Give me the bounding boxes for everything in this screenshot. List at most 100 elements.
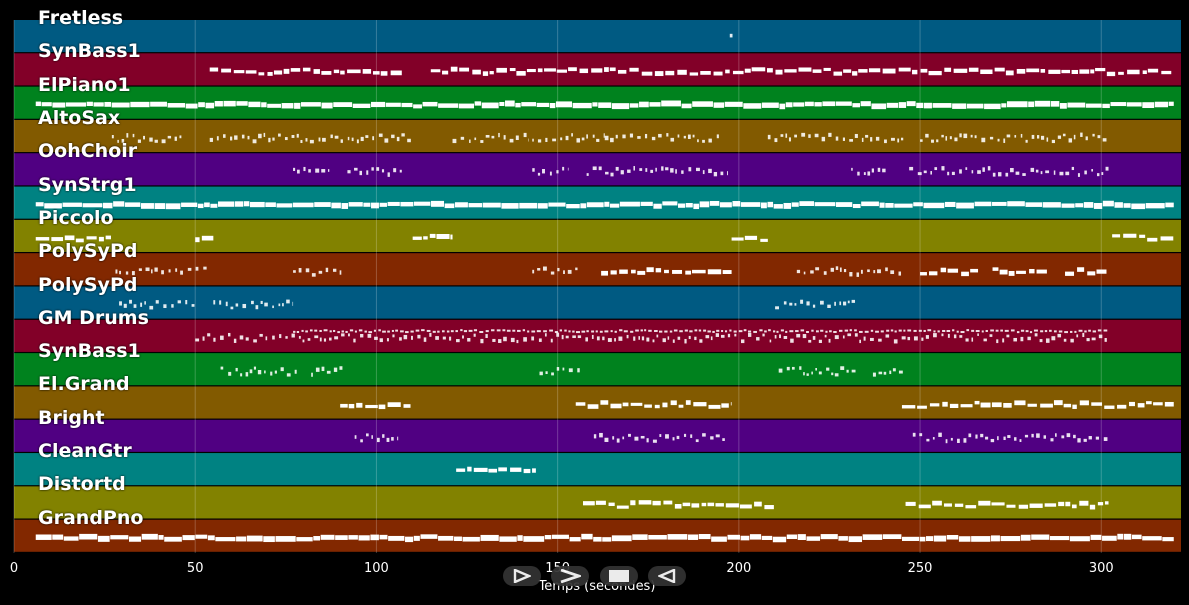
note-mark: [716, 134, 719, 139]
note-mark: [834, 373, 839, 377]
note-mark: [834, 335, 839, 340]
note-mark: [659, 434, 662, 437]
rewind-icon[interactable]: [648, 566, 686, 586]
note-mark: [1090, 69, 1095, 74]
note-mark: [291, 134, 295, 138]
note-mark: [247, 135, 250, 140]
note-mark: [307, 338, 311, 341]
note-mark: [1024, 434, 1029, 438]
note-mark: [1046, 137, 1049, 142]
note-mark: [852, 203, 861, 209]
note-mark: [732, 201, 741, 207]
note-mark: [1030, 167, 1035, 172]
note-mark: [174, 136, 177, 141]
note-mark: [321, 366, 325, 372]
note-mark: [275, 536, 296, 542]
note-mark: [233, 338, 237, 343]
note-mark: [772, 536, 787, 543]
note-mark: [510, 467, 522, 472]
note-mark: [305, 330, 308, 333]
note-mark: [869, 337, 874, 341]
track-label: Piccolo: [38, 206, 114, 229]
note-mark: [1127, 69, 1140, 75]
track-label: CleanGtr: [38, 440, 132, 463]
note-mark: [1091, 402, 1103, 406]
note-mark: [220, 335, 224, 340]
note-mark: [692, 269, 706, 274]
note-mark: [917, 172, 922, 176]
note-mark: [551, 372, 554, 376]
note-mark: [572, 335, 576, 339]
note-mark: [833, 71, 843, 76]
note-mark: [293, 167, 296, 171]
note-mark: [423, 337, 427, 342]
note-mark: [619, 329, 623, 332]
note-mark: [694, 329, 698, 332]
note-mark: [822, 101, 836, 107]
note-mark: [536, 330, 541, 333]
note-mark: [1036, 135, 1040, 139]
note-mark: [1040, 330, 1044, 333]
note-mark: [1033, 329, 1038, 332]
note-mark: [1072, 404, 1077, 409]
note-mark: [683, 135, 686, 139]
note-mark: [794, 134, 798, 138]
note-mark: [549, 329, 553, 332]
note-mark: [844, 329, 849, 332]
note-mark: [537, 268, 541, 271]
note-mark: [854, 333, 858, 337]
note-mark: [991, 402, 1002, 408]
note-mark: [602, 537, 612, 542]
note-mark: [674, 504, 682, 509]
play-icon[interactable]: [503, 566, 541, 586]
note-mark: [654, 71, 664, 77]
note-mark: [1085, 136, 1088, 141]
note-mark: [829, 330, 832, 333]
note-mark: [654, 404, 660, 409]
note-mark: [313, 536, 321, 541]
note-mark: [243, 201, 250, 207]
note-mark: [941, 166, 945, 171]
note-mark: [423, 236, 428, 240]
note-mark: [141, 533, 158, 540]
note-mark: [294, 102, 301, 109]
note-mark: [413, 104, 422, 109]
note-mark: [450, 330, 454, 333]
note-mark: [604, 67, 609, 72]
stop-icon[interactable]: [600, 566, 638, 586]
forward-icon[interactable]: [551, 566, 589, 586]
note-mark: [933, 333, 937, 338]
note-mark: [676, 435, 680, 440]
note-mark: [667, 336, 670, 340]
track-label: SynBass1: [38, 340, 141, 363]
note-mark: [363, 202, 371, 207]
note-mark: [75, 238, 84, 243]
note-mark: [473, 329, 478, 332]
note-mark: [458, 103, 475, 109]
note-mark: [86, 101, 93, 107]
note-mark: [820, 534, 838, 540]
note-mark: [545, 137, 548, 142]
note-mark: [1079, 400, 1089, 406]
note-mark: [1014, 400, 1026, 406]
track-band: [14, 353, 1181, 386]
note-mark: [985, 329, 988, 332]
note-mark: [286, 299, 290, 304]
note-mark: [1096, 269, 1107, 274]
note-mark: [627, 169, 631, 173]
note-mark: [360, 136, 364, 142]
note-mark: [1154, 101, 1169, 108]
note-mark: [983, 338, 987, 342]
note-mark: [952, 103, 967, 109]
note-mark: [249, 369, 253, 374]
note-mark: [806, 330, 809, 333]
note-mark: [865, 134, 869, 138]
note-mark: [223, 134, 226, 138]
note-mark: [936, 139, 939, 143]
note-mark: [182, 535, 195, 541]
note-mark: [1102, 103, 1110, 109]
note-mark: [616, 505, 629, 509]
note-mark: [214, 101, 223, 107]
note-mark: [205, 102, 215, 109]
note-mark: [631, 269, 636, 274]
